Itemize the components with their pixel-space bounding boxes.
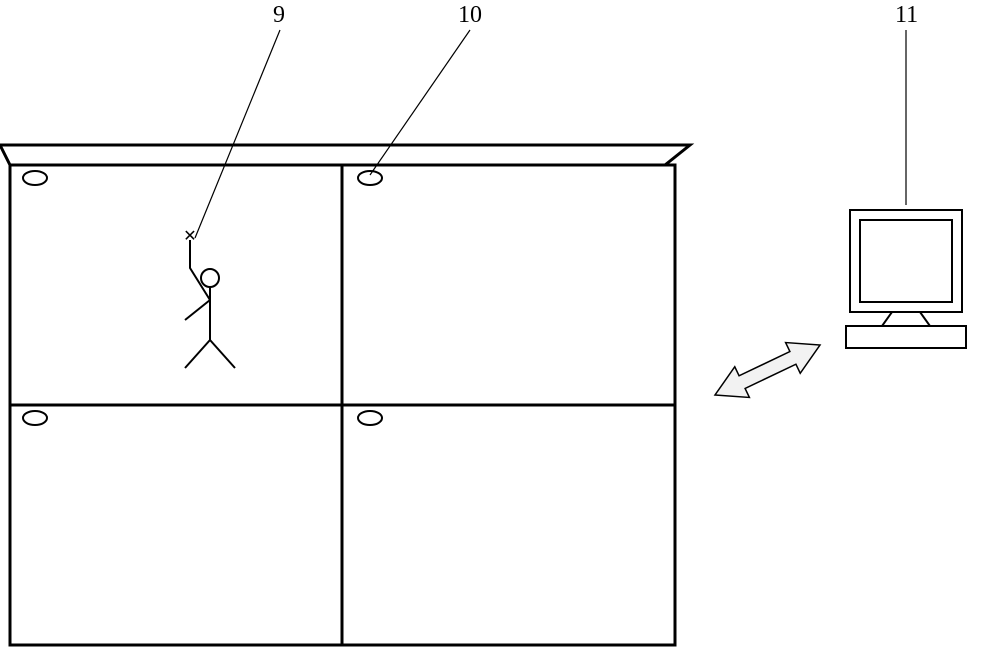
handheld-device-icon: ✕ bbox=[183, 228, 196, 245]
roof bbox=[0, 145, 690, 165]
sensor-node-2 bbox=[358, 171, 382, 185]
callout-label-11: 11 bbox=[895, 2, 918, 28]
sensor-node-3 bbox=[23, 411, 47, 425]
bidirectional-arrow bbox=[715, 343, 820, 398]
sensor-node-1 bbox=[23, 171, 47, 185]
computer-icon bbox=[846, 210, 966, 348]
sensor-node-4 bbox=[358, 411, 382, 425]
callout-label-9: 9 bbox=[273, 2, 285, 28]
callout-label-10: 10 bbox=[458, 2, 482, 28]
diagram-canvas: ✕ 9 10 11 bbox=[0, 0, 1000, 669]
